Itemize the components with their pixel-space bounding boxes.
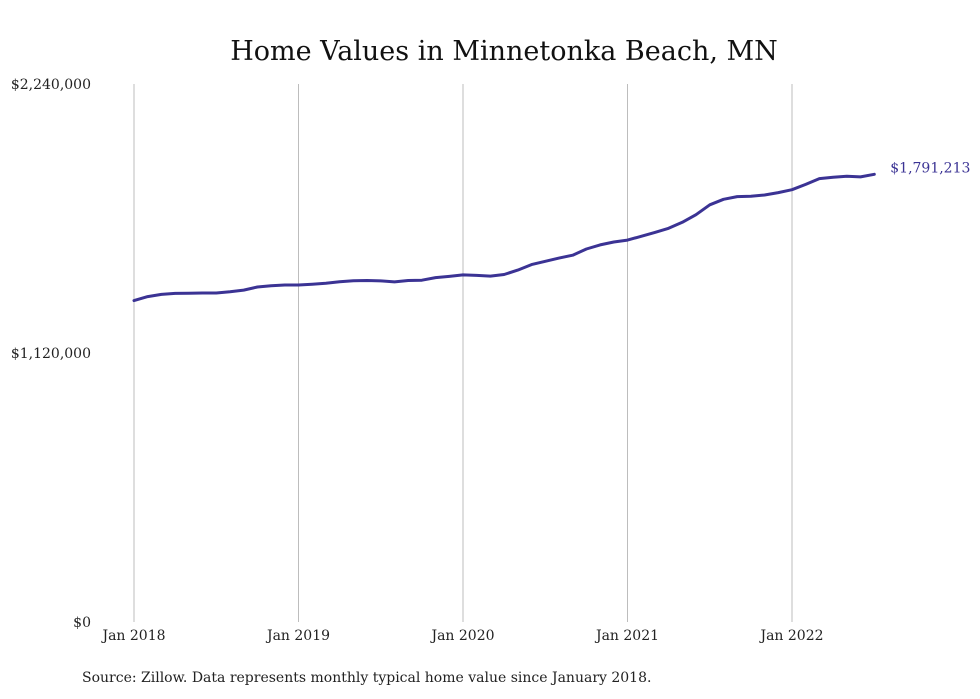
home-value-line (132, 172, 876, 303)
y-tick-label: $0 (73, 615, 91, 631)
end-value-label: $1,791,213 (890, 160, 970, 176)
x-tick-label: Jan 2018 (100, 628, 165, 644)
x-axis-ticks: Jan 2018 Jan 2019 Jan 2020 Jan 2021 Jan 2022 (100, 628, 823, 644)
source-note: Source: Zillow. Data represents monthly … (82, 670, 651, 686)
x-tick-label: Jan 2021 (594, 628, 659, 644)
y-tick-label: $2,240,000 (11, 77, 91, 93)
y-tick-label: $1,120,000 (11, 346, 91, 362)
y-axis-ticks: $0 $1,120,000 $2,240,000 (11, 77, 91, 631)
x-tick-label: Jan 2019 (265, 628, 330, 644)
x-tick-label: Jan 2022 (758, 628, 823, 644)
gridlines (133, 84, 793, 622)
chart-title: Home Values in Minnetonka Beach, MN (230, 36, 778, 67)
x-tick-label: Jan 2020 (429, 628, 494, 644)
